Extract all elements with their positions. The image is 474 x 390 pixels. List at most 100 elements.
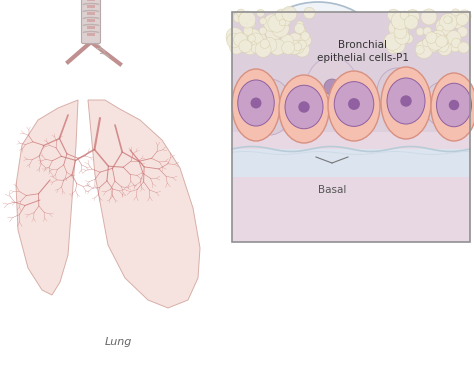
Circle shape — [426, 32, 437, 43]
Circle shape — [281, 34, 293, 47]
Ellipse shape — [248, 16, 378, 134]
Circle shape — [384, 33, 401, 50]
Polygon shape — [88, 100, 200, 308]
Circle shape — [439, 14, 457, 31]
Circle shape — [401, 95, 412, 107]
Circle shape — [285, 44, 295, 53]
Circle shape — [298, 101, 310, 113]
Circle shape — [415, 41, 433, 58]
Circle shape — [415, 46, 424, 54]
Circle shape — [255, 41, 271, 57]
Circle shape — [446, 17, 453, 23]
Circle shape — [458, 10, 471, 23]
Circle shape — [282, 35, 292, 45]
Circle shape — [243, 29, 259, 46]
Bar — [87, 18, 95, 21]
Circle shape — [453, 16, 461, 24]
Circle shape — [438, 42, 448, 52]
Circle shape — [440, 16, 447, 23]
Circle shape — [431, 30, 445, 44]
Circle shape — [244, 37, 255, 49]
Ellipse shape — [323, 70, 341, 90]
Ellipse shape — [248, 79, 292, 135]
Ellipse shape — [232, 69, 280, 141]
Circle shape — [396, 31, 410, 44]
Circle shape — [403, 19, 413, 28]
Circle shape — [262, 40, 270, 48]
Circle shape — [259, 27, 266, 34]
Ellipse shape — [381, 67, 431, 139]
Circle shape — [291, 40, 304, 54]
Circle shape — [436, 35, 447, 47]
Ellipse shape — [279, 75, 329, 143]
Circle shape — [282, 6, 297, 21]
Circle shape — [239, 12, 249, 23]
Circle shape — [251, 98, 262, 108]
Circle shape — [264, 14, 281, 32]
Circle shape — [410, 10, 418, 18]
Circle shape — [257, 9, 264, 17]
Circle shape — [245, 35, 262, 53]
Circle shape — [251, 44, 260, 53]
Circle shape — [436, 18, 453, 35]
Circle shape — [438, 42, 452, 56]
Bar — [232, 149, 470, 177]
Circle shape — [240, 2, 396, 158]
Circle shape — [421, 9, 437, 25]
Ellipse shape — [253, 27, 347, 117]
Circle shape — [430, 44, 438, 52]
FancyBboxPatch shape — [82, 0, 100, 44]
Circle shape — [273, 41, 280, 48]
Ellipse shape — [254, 36, 319, 114]
Bar — [87, 25, 95, 28]
Circle shape — [295, 42, 310, 57]
Polygon shape — [314, 70, 346, 91]
Polygon shape — [16, 100, 78, 295]
Ellipse shape — [238, 80, 274, 126]
Circle shape — [400, 11, 409, 20]
Circle shape — [282, 41, 295, 54]
Circle shape — [387, 9, 400, 21]
Circle shape — [268, 15, 285, 32]
Ellipse shape — [328, 71, 380, 141]
Circle shape — [248, 35, 255, 42]
Circle shape — [252, 32, 266, 46]
Circle shape — [404, 34, 413, 43]
Circle shape — [247, 33, 264, 49]
Ellipse shape — [286, 41, 366, 115]
Circle shape — [324, 79, 340, 95]
Circle shape — [388, 20, 405, 36]
Text: Bronchial
epithelial cells-P1: Bronchial epithelial cells-P1 — [317, 40, 409, 63]
Circle shape — [299, 27, 306, 35]
Circle shape — [428, 35, 437, 44]
Circle shape — [282, 17, 291, 25]
Circle shape — [451, 9, 460, 18]
Circle shape — [453, 19, 463, 28]
Circle shape — [272, 20, 289, 37]
Circle shape — [457, 27, 467, 37]
Circle shape — [243, 26, 253, 35]
Circle shape — [247, 29, 260, 42]
Circle shape — [456, 14, 468, 26]
Circle shape — [444, 16, 452, 24]
Circle shape — [296, 21, 303, 28]
Circle shape — [287, 33, 302, 49]
Circle shape — [226, 28, 244, 45]
Circle shape — [452, 38, 461, 48]
Bar — [87, 32, 95, 35]
Circle shape — [400, 19, 407, 27]
Circle shape — [387, 40, 400, 53]
Circle shape — [449, 40, 461, 52]
Circle shape — [233, 12, 244, 23]
Circle shape — [234, 33, 247, 46]
Circle shape — [304, 7, 315, 19]
Circle shape — [393, 11, 407, 25]
Ellipse shape — [287, 45, 329, 105]
Circle shape — [298, 40, 307, 49]
Circle shape — [404, 16, 418, 29]
Circle shape — [392, 18, 400, 27]
Ellipse shape — [285, 85, 323, 129]
Circle shape — [447, 30, 461, 45]
Bar — [232, 12, 470, 131]
Circle shape — [265, 23, 283, 41]
